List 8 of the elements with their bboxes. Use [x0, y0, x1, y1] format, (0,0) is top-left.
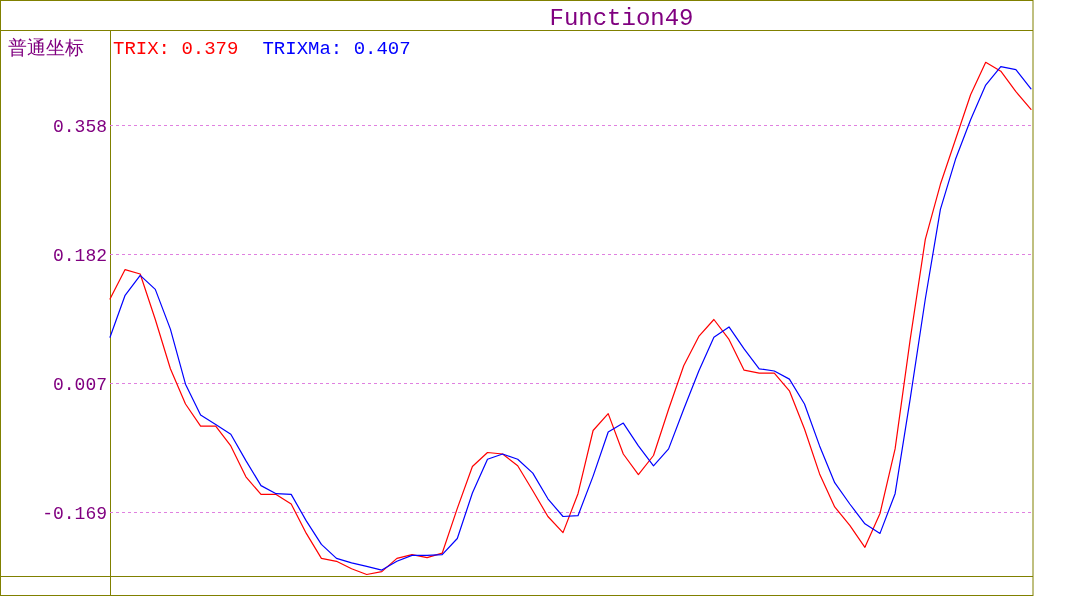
y-tick-label: 0.182	[52, 245, 107, 266]
text: TRIXMa: 0.407	[262, 38, 411, 60]
text: 普通坐标	[8, 36, 84, 58]
y-tick-label: -0.169	[42, 503, 107, 524]
chart-title: Function49	[549, 5, 694, 32]
y-tick-label: 0.007	[52, 374, 107, 395]
text: TRIX: 0.379	[113, 38, 239, 60]
y-tick-label: 0.358	[52, 116, 107, 137]
